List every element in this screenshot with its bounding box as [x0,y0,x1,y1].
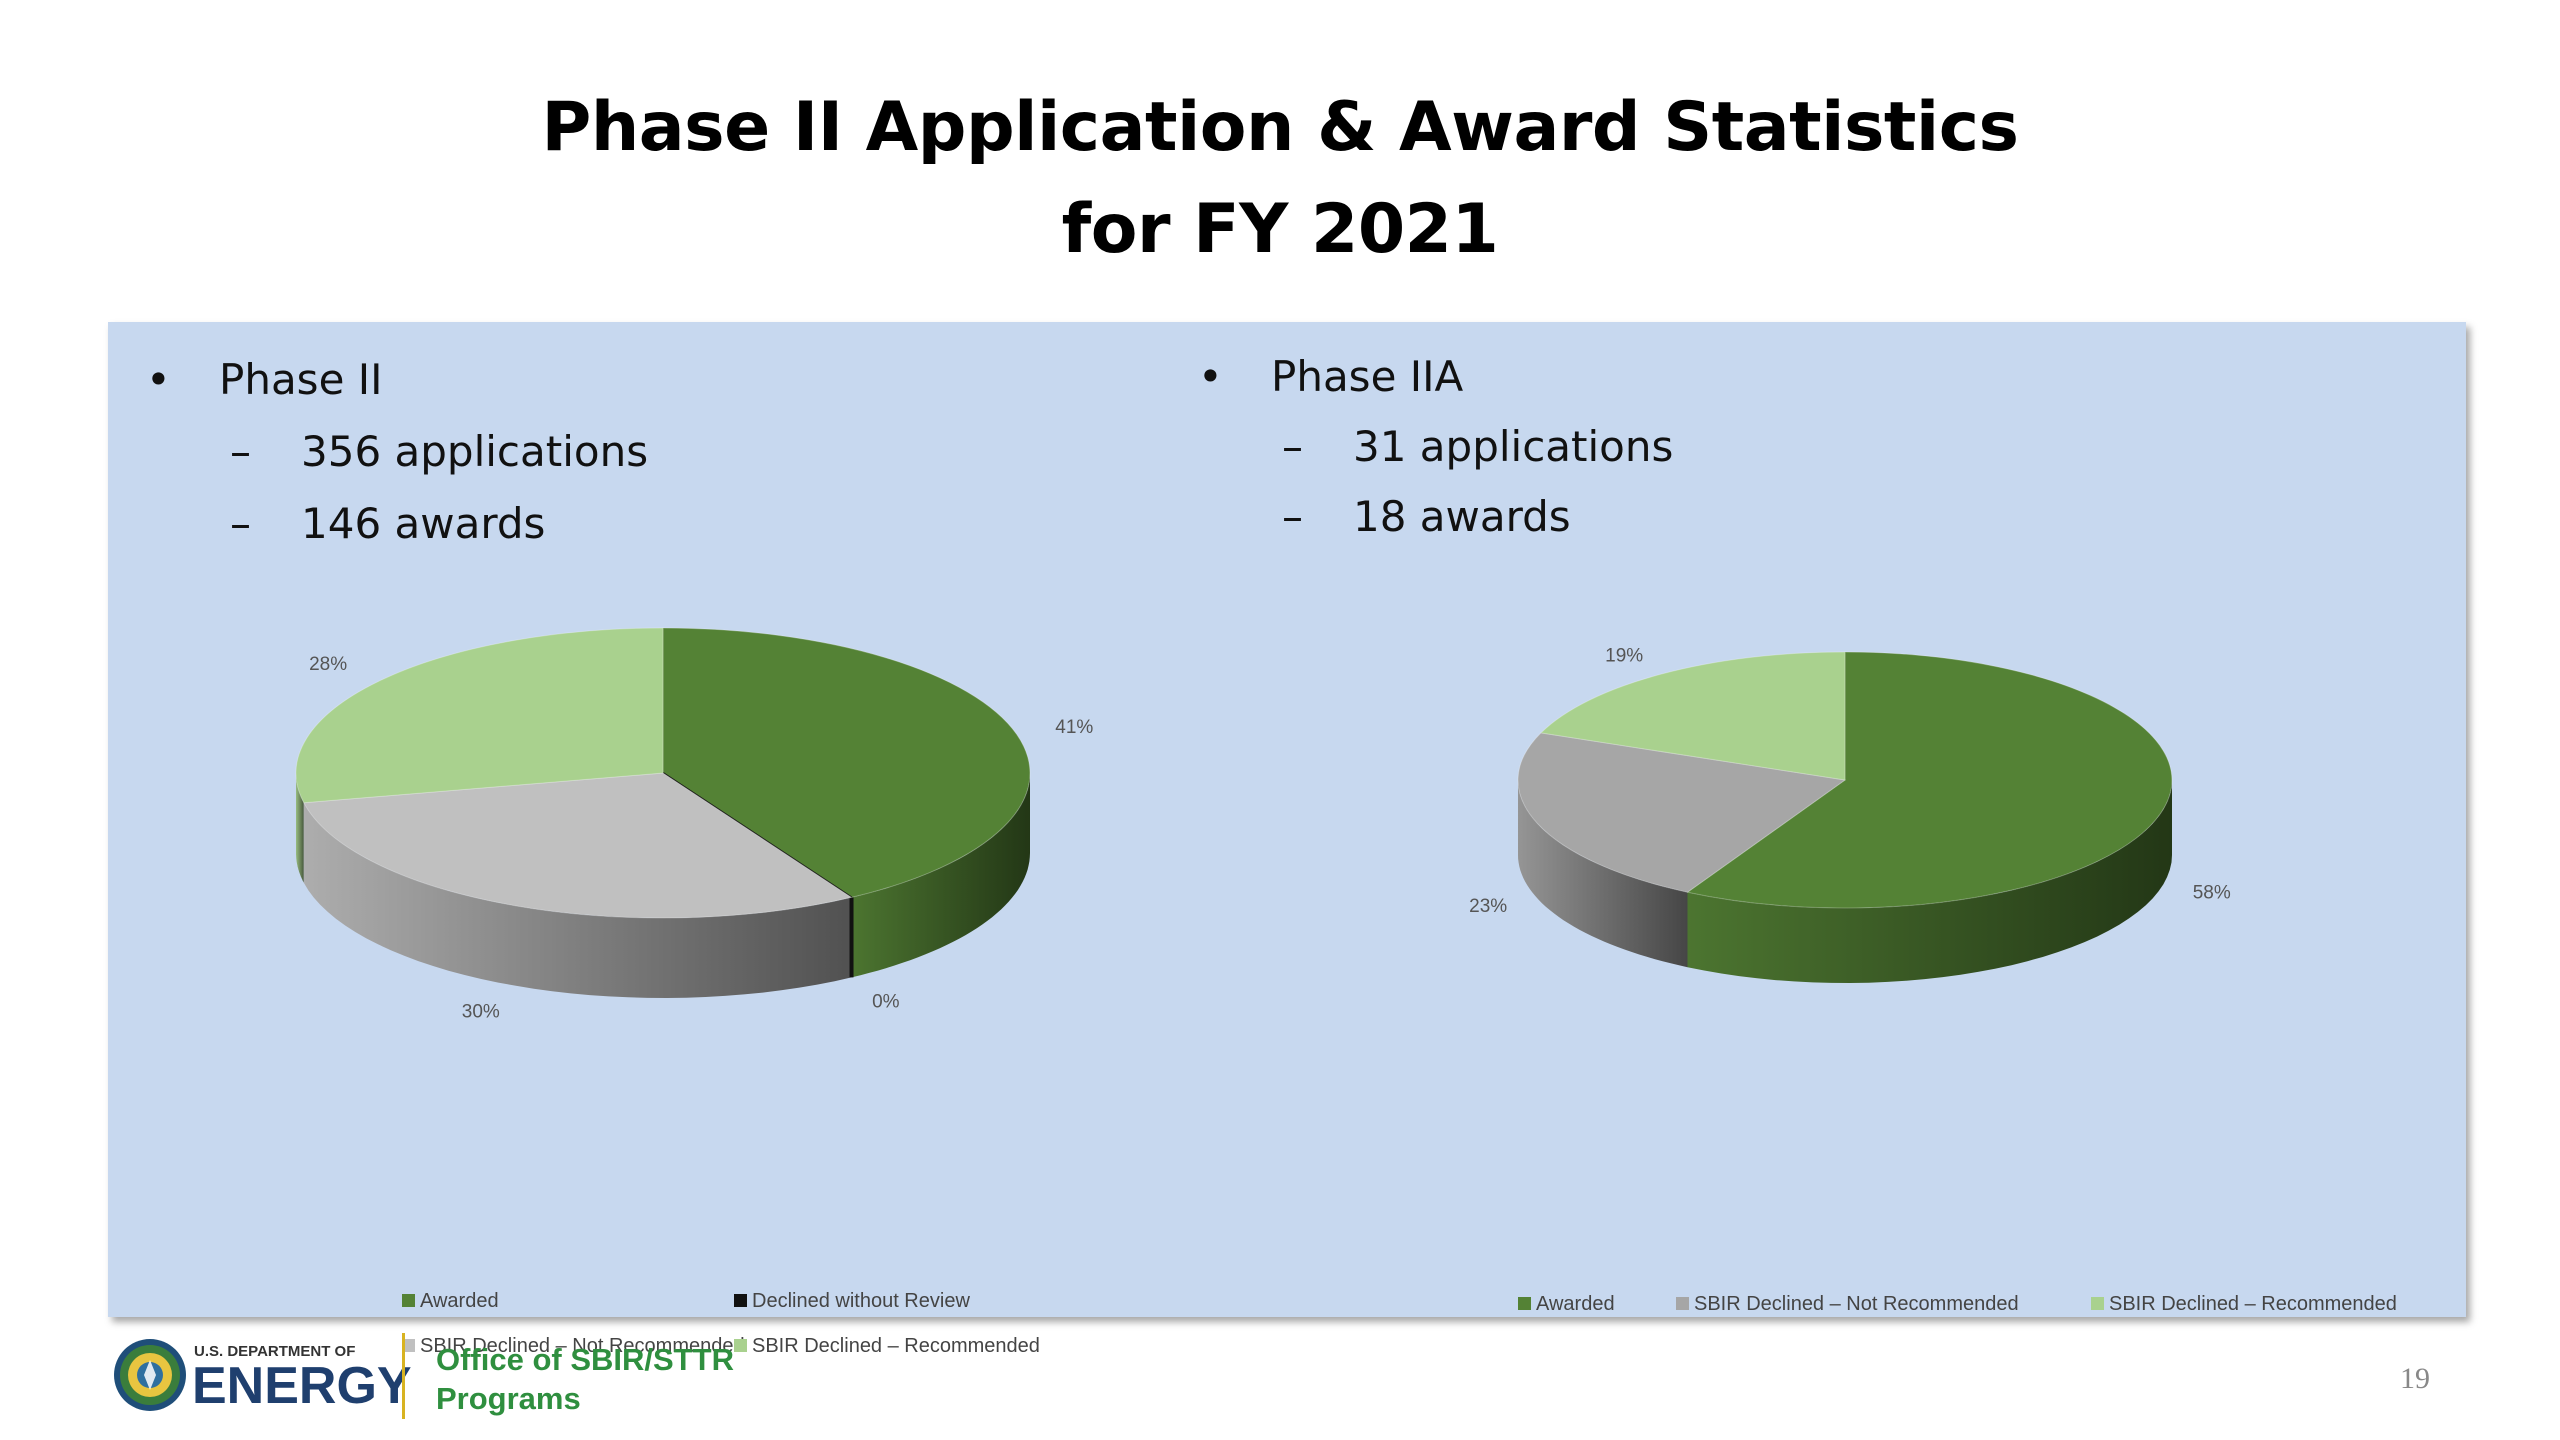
pie-data-label: 19% [1605,646,1643,667]
pie-slice-side [1518,780,1688,968]
dash: – [230,499,251,548]
pie-data-label: 58% [2193,882,2231,903]
pie-slice-sbir-declined-not-recommended [303,772,853,919]
phase-iia-pie-chart: 58% 23% 19% Awarded SBIR Declined – Not Reco… [1288,550,2428,1315]
pie-slice-sbir-declined-not-recommended [1517,732,1847,893]
pie-slice-side [296,773,304,883]
dash: – [230,427,251,476]
legend-swatch [734,1294,747,1307]
legend-entry: Awarded [1536,1293,1615,1315]
phase-iia-pie-svg: 58% 23% 19% Awarded SBIR Declined – Not Reco… [1469,646,2397,1315]
office-line-2: Programs [436,1381,581,1416]
legend-entry: SBIR Declined – Not Recommended [420,1335,745,1357]
pie-data-label: 28% [309,654,347,675]
office-line-1: Office of SBIR/STTR [436,1342,734,1377]
pie-slice-side [1687,780,2172,983]
pie-slice-awarded [1686,651,2173,909]
phase-iia-summary: • Phase IIA – 31 applications – 18 award… [1198,347,2098,557]
phase-ii-heading: Phase II [219,355,383,404]
legend-entry: SBIR Declined – Not Recommended [1694,1293,2019,1315]
pie-data-label: 41% [1055,717,1093,738]
legend-entry: Declined without Review [752,1290,970,1312]
footer-divider [402,1333,405,1419]
dash: – [1282,492,1303,541]
slide-title-line-1: Phase II Application & Award Statistics [541,88,2019,167]
pie-slice-sbir-declined-recommended [1539,651,1846,781]
legend-entry: Awarded [420,1290,499,1312]
agency-small-text: U.S. DEPARTMENT OF [194,1343,355,1360]
pie-data-label: 23% [1469,896,1507,917]
agency-large-text: ENERGY [192,1357,412,1415]
doe-logo: U.S. DEPARTMENT OF ENERGY [112,1330,412,1420]
phase-ii-awards: 146 awards [301,499,546,548]
slide-title-line-2: for FY 2021 [1061,190,1499,269]
pie-data-label: 30% [462,1002,500,1023]
pie-slice-sbir-declined-recommended [295,627,664,804]
legend-swatch [402,1339,415,1352]
legend-entry: SBIR Declined – Recommended [752,1335,1040,1357]
pie-slice-side [851,773,1030,978]
phase-iia-applications: 31 applications [1353,422,1674,471]
phase-iia-awards: 18 awards [1353,492,1571,541]
office-name: Office of SBIR/STTR Programs [436,1340,734,1418]
phase-ii-applications: 356 applications [301,427,649,476]
phase-ii-summary: • Phase II – 356 applications – 146 awar… [146,350,1046,566]
pie-slice-awarded [662,627,1031,898]
legend-swatch [402,1294,415,1307]
bullet-dot: • [146,355,171,404]
legend-swatch [734,1339,747,1352]
phase-ii-pie-chart: 41% 0% 30% 28% Awarded Declined without Revie… [178,550,1178,1357]
phase-iia-heading: Phase IIA [1271,352,1464,401]
legend-swatch [1676,1297,1689,1310]
legend-swatch [1518,1297,1531,1310]
pie-data-label: 0% [872,991,900,1012]
page-number: 19 [2400,1362,2430,1395]
phase-ii-pie-svg: 41% 0% 30% 28% Awarded Declined without Revie… [295,627,1093,1357]
content-panel: • Phase II – 356 applications – 146 awar… [108,322,2466,1357]
legend-swatch [2091,1297,2104,1310]
pie-slice-zero-edge [662,772,853,899]
pie-slice-side [303,802,852,998]
legend-entry: SBIR Declined – Recommended [2109,1293,2397,1315]
dash: – [1282,422,1303,471]
bullet-dot: • [1198,352,1223,401]
